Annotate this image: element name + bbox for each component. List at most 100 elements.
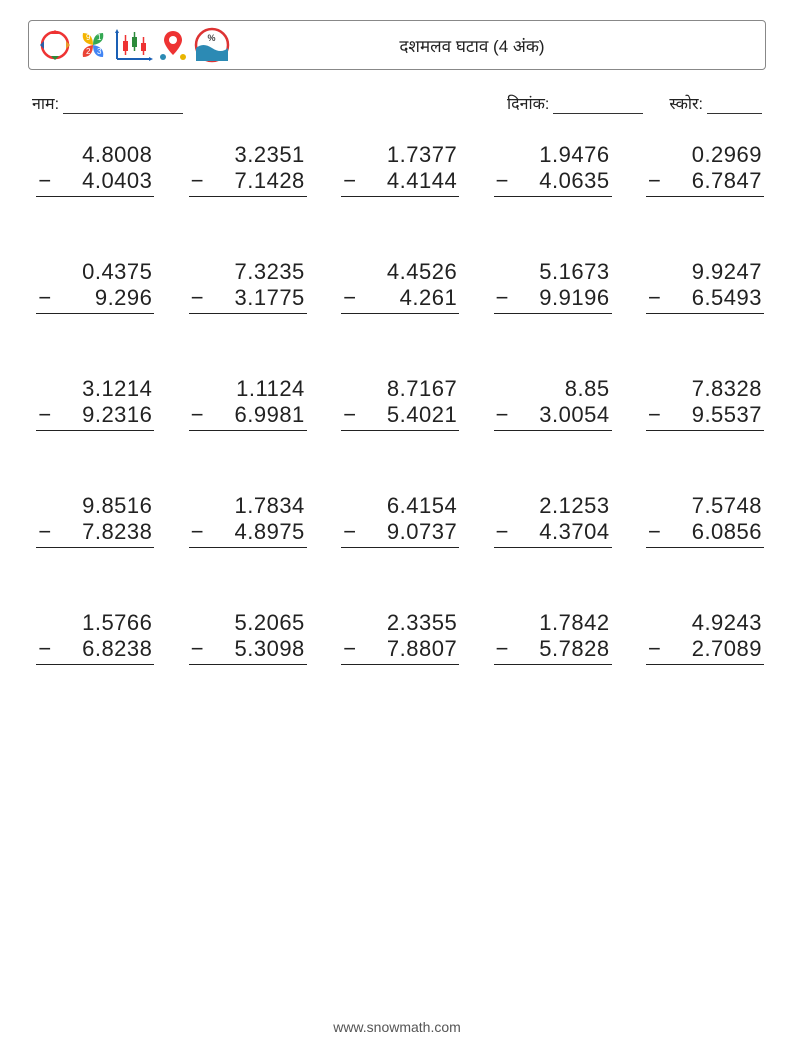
subtrahend: 6.9981 bbox=[235, 402, 305, 428]
minuend: 3.1214 bbox=[36, 376, 154, 402]
minus-operator: − bbox=[646, 285, 661, 311]
minuend: 1.7377 bbox=[341, 142, 459, 168]
minus-operator: − bbox=[341, 402, 356, 428]
subtrahend: 6.8238 bbox=[82, 636, 152, 662]
subtrahend-row: − 7.8238 bbox=[36, 519, 154, 548]
subtrahend: 9.5537 bbox=[692, 402, 762, 428]
header-bar: 9 1 2 3 bbox=[28, 20, 766, 70]
subtraction-problem: 4.8008−4.0403 bbox=[36, 142, 154, 197]
minus-operator: − bbox=[189, 519, 204, 545]
minuend: 6.4154 bbox=[341, 493, 459, 519]
subtraction-problem: 4.4526−4.261 bbox=[341, 259, 459, 314]
candlestick-chart-icon bbox=[113, 27, 153, 63]
minuend: 7.5748 bbox=[646, 493, 764, 519]
subtraction-problem: 7.8328−9.5537 bbox=[646, 376, 764, 431]
subtrahend: 3.1775 bbox=[235, 285, 305, 311]
subtrahend: 5.4021 bbox=[387, 402, 457, 428]
subtrahend: 6.5493 bbox=[692, 285, 762, 311]
subtraction-problem: 1.5766−6.8238 bbox=[36, 610, 154, 665]
subtraction-problem: 4.9243− 2.7089 bbox=[646, 610, 764, 665]
subtrahend-row: − 3.1775 bbox=[189, 285, 307, 314]
subtrahend: 7.8238 bbox=[82, 519, 152, 545]
subtrahend: 2.7089 bbox=[692, 636, 762, 662]
subtraction-problem: 5.1673−9.9196 bbox=[494, 259, 612, 314]
subtrahend-row: −6.7847 bbox=[646, 168, 764, 197]
subtraction-problem: 3.1214−9.2316 bbox=[36, 376, 154, 431]
subtrahend: 3.0054 bbox=[539, 402, 609, 428]
minus-operator: − bbox=[189, 285, 204, 311]
date-blank[interactable] bbox=[553, 97, 643, 114]
subtrahend: 6.0856 bbox=[692, 519, 762, 545]
minuend: 2.3355 bbox=[341, 610, 459, 636]
meta-row: नाम: दिनांक: स्कोर: bbox=[28, 92, 766, 114]
name-blank[interactable] bbox=[63, 97, 183, 114]
location-pin-icon bbox=[155, 27, 191, 63]
minus-operator: − bbox=[36, 285, 51, 311]
subtrahend: 4.0403 bbox=[82, 168, 152, 194]
subtraction-problem: 2.1253−4.3704 bbox=[494, 493, 612, 548]
subtrahend-row: − 6.0856 bbox=[646, 519, 764, 548]
percent-badge-icon: % bbox=[193, 26, 231, 64]
minus-operator: − bbox=[341, 636, 356, 662]
subtrahend: 4.0635 bbox=[539, 168, 609, 194]
subtrahend-row: − 4.8975 bbox=[189, 519, 307, 548]
minus-operator: − bbox=[494, 519, 509, 545]
minuend: 0.2969 bbox=[646, 142, 764, 168]
minus-operator: − bbox=[494, 636, 509, 662]
svg-text:3: 3 bbox=[97, 47, 102, 56]
subtraction-problem: 1.9476− 4.0635 bbox=[494, 142, 612, 197]
subtrahend-row: −9.296 bbox=[36, 285, 154, 314]
minuend: 8.85 bbox=[494, 376, 612, 402]
subtraction-problem: 0.4375−9.296 bbox=[36, 259, 154, 314]
minuend: 1.9476 bbox=[494, 142, 612, 168]
subtraction-problem: 5.2065− 5.3098 bbox=[189, 610, 307, 665]
minus-operator: − bbox=[341, 519, 356, 545]
minus-operator: − bbox=[494, 285, 509, 311]
subtraction-problem: 1.1124−6.9981 bbox=[189, 376, 307, 431]
subtraction-problem: 0.2969−6.7847 bbox=[646, 142, 764, 197]
svg-text:%: % bbox=[207, 33, 216, 43]
subtraction-problem: 8.7167− 5.4021 bbox=[341, 376, 459, 431]
minus-operator: − bbox=[36, 402, 51, 428]
subtrahend-row: −7.8807 bbox=[341, 636, 459, 665]
subtrahend: 4.8975 bbox=[235, 519, 305, 545]
svg-text:1: 1 bbox=[97, 33, 102, 42]
minus-operator: − bbox=[189, 636, 204, 662]
subtrahend-row: −7.1428 bbox=[189, 168, 307, 197]
name-label: नाम: bbox=[32, 92, 59, 114]
svg-text:2: 2 bbox=[86, 47, 91, 56]
subtrahend: 5.7828 bbox=[539, 636, 609, 662]
subtrahend-row: −4.4144 bbox=[341, 168, 459, 197]
minus-operator: − bbox=[494, 168, 509, 194]
subtrahend-row: − 5.3098 bbox=[189, 636, 307, 665]
minus-operator: − bbox=[494, 402, 509, 428]
subtrahend-row: − 5.4021 bbox=[341, 402, 459, 431]
subtrahend: 9.0737 bbox=[387, 519, 457, 545]
subtrahend-row: − 9.0737 bbox=[341, 519, 459, 548]
minus-operator: − bbox=[36, 636, 51, 662]
subtrahend: 7.1428 bbox=[235, 168, 305, 194]
minuend: 7.8328 bbox=[646, 376, 764, 402]
score-blank[interactable] bbox=[707, 97, 762, 114]
score-label: स्कोर: bbox=[669, 92, 703, 114]
minuend: 1.7842 bbox=[494, 610, 612, 636]
minus-operator: − bbox=[36, 519, 51, 545]
minus-operator: − bbox=[646, 636, 661, 662]
minuend: 5.1673 bbox=[494, 259, 612, 285]
subtraction-problem: 6.4154− 9.0737 bbox=[341, 493, 459, 548]
subtrahend: 5.3098 bbox=[235, 636, 305, 662]
minus-operator: − bbox=[646, 519, 661, 545]
subtrahend: 4.261 bbox=[400, 285, 458, 311]
date-label: दिनांक: bbox=[507, 92, 549, 114]
svg-text:9: 9 bbox=[86, 33, 91, 42]
subtraction-problem: 8.85− 3.0054 bbox=[494, 376, 612, 431]
subtraction-problem: 1.7377−4.4144 bbox=[341, 142, 459, 197]
subtrahend-row: −4.261 bbox=[341, 285, 459, 314]
minus-operator: − bbox=[341, 168, 356, 194]
minuend: 8.7167 bbox=[341, 376, 459, 402]
problems-grid: 4.8008−4.04033.2351−7.14281.7377−4.41441… bbox=[28, 142, 766, 665]
minuend: 4.9243 bbox=[646, 610, 764, 636]
footer-text: www.snowmath.com bbox=[0, 1019, 794, 1035]
subtrahend: 4.3704 bbox=[539, 519, 609, 545]
minuend: 5.2065 bbox=[189, 610, 307, 636]
